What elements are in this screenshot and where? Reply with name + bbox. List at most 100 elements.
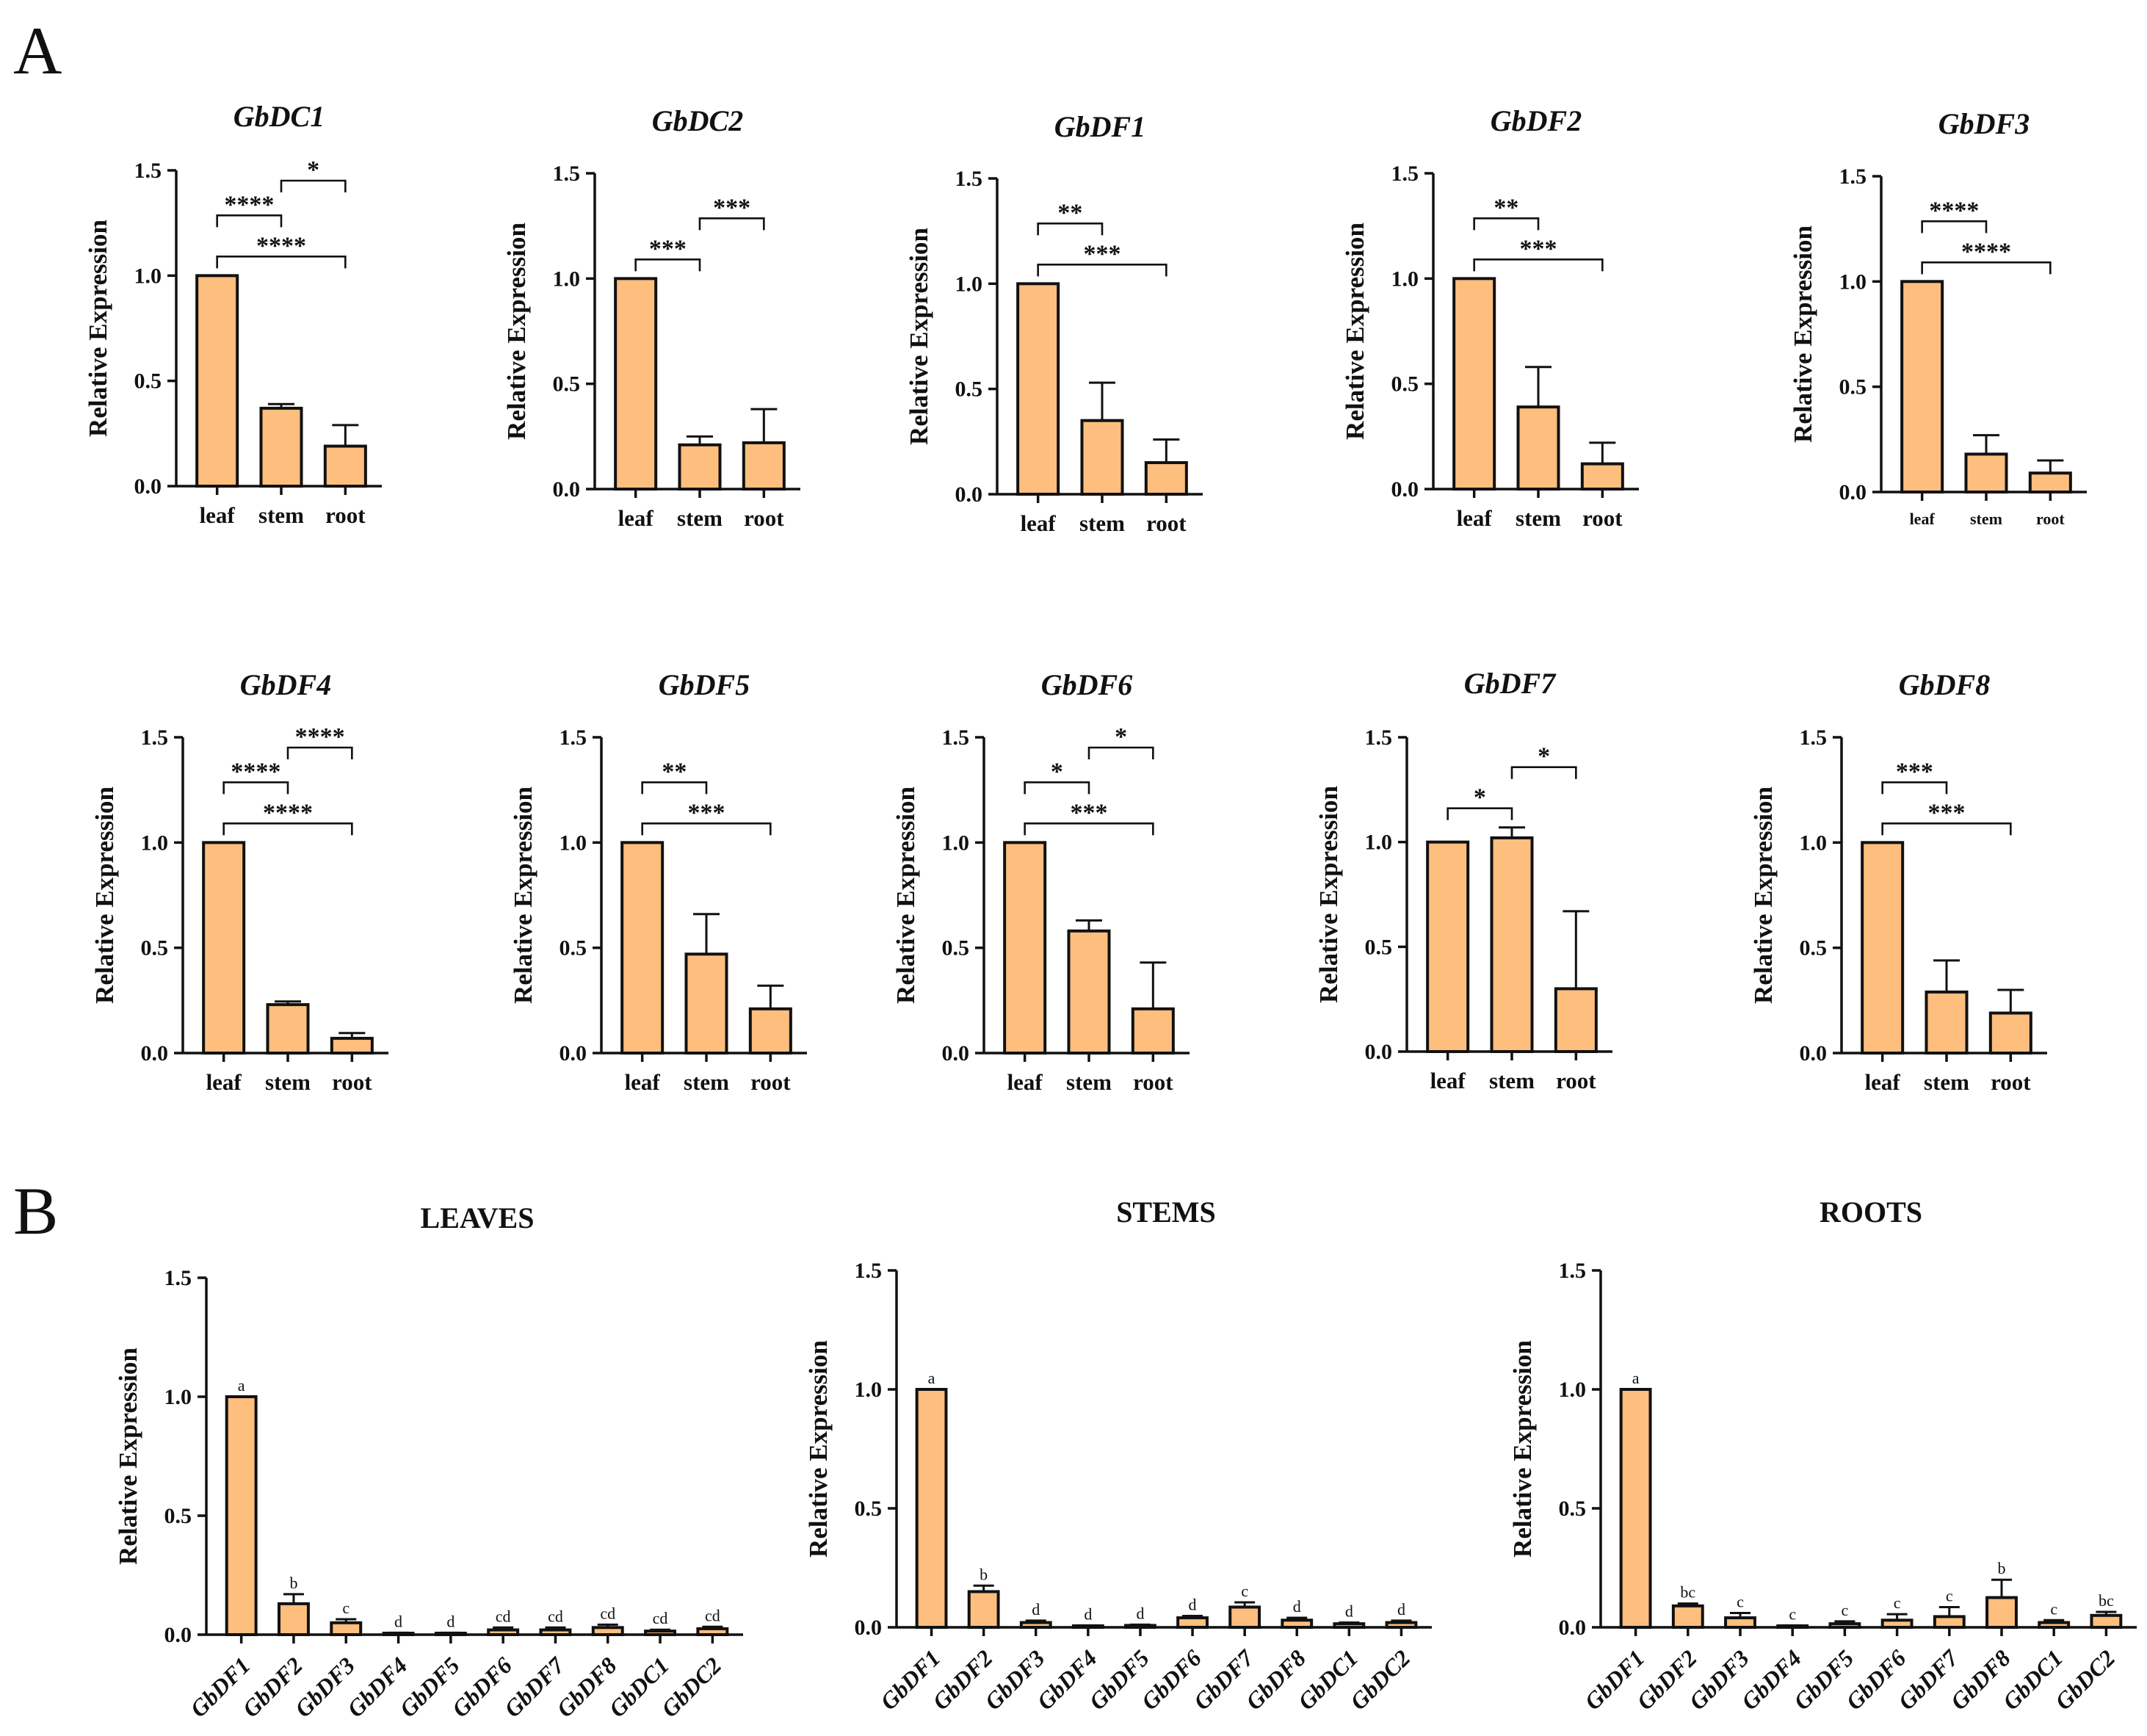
- y-tick-label: 1.0: [134, 264, 162, 288]
- significance-letter: d: [446, 1612, 455, 1630]
- chart-title: GbDF1: [1054, 110, 1145, 143]
- y-tick-label: 1.0: [553, 267, 581, 291]
- bar: [1861, 841, 1905, 1055]
- bar: [259, 406, 303, 488]
- chart-title: LEAVES: [421, 1201, 535, 1234]
- significance-label: ****: [231, 758, 280, 785]
- bar: [1988, 1011, 2032, 1055]
- y-axis-label: Relative Expression: [509, 786, 537, 1004]
- bar: [539, 1628, 572, 1637]
- x-tick-label: root: [332, 1069, 372, 1095]
- x-tick-label: root: [2036, 510, 2065, 528]
- x-tick-label: stem: [1079, 510, 1125, 536]
- x-tick-label: GbDC2: [1345, 1644, 1416, 1715]
- significance-bracket: [222, 781, 289, 795]
- significance-letter: b: [289, 1574, 297, 1592]
- y-tick-label: 1.0: [955, 272, 983, 296]
- y-tick-label: 0.5: [855, 1497, 883, 1521]
- x-tick-label: stem: [1924, 1069, 1969, 1095]
- chart-gbdf4: GbDF4 Relative Expression 0.0 0.5 1.0 1.5 leaf…: [90, 668, 388, 1095]
- significance-letter: a: [238, 1376, 245, 1395]
- bar: [696, 1627, 729, 1636]
- y-tick-label: 0.0: [553, 477, 581, 502]
- bar: [277, 1602, 310, 1636]
- y-tick-label: 1.5: [141, 726, 169, 750]
- y-tick-label: 1.0: [1839, 270, 1867, 294]
- bar: [1144, 461, 1188, 496]
- significance-label: **: [662, 758, 687, 785]
- x-tick-label: stem: [677, 505, 723, 531]
- x-tick-label: leaf: [1457, 505, 1493, 531]
- bar: [1080, 419, 1124, 496]
- bar: [2090, 1613, 2123, 1630]
- significance-letter: cd: [548, 1607, 563, 1625]
- x-tick-label: root: [1556, 1068, 1596, 1093]
- bar: [330, 1621, 363, 1637]
- significance-bracket: [1473, 217, 1540, 231]
- chart-title: GbDF8: [1899, 668, 1990, 701]
- y-tick-label: 0.0: [1839, 480, 1867, 504]
- y-tick-label: 0.0: [955, 482, 983, 507]
- significance-letter: d: [1032, 1600, 1040, 1619]
- y-tick-label: 0.5: [942, 936, 970, 961]
- significance-letter: bc: [1680, 1583, 1695, 1602]
- bar: [225, 1395, 258, 1636]
- bar: [1724, 1616, 1756, 1630]
- significance-label: ****: [1961, 238, 2011, 265]
- y-tick-label: 0.5: [1391, 372, 1419, 397]
- bar: [195, 274, 239, 488]
- y-axis-label: Relative Expression: [804, 1340, 833, 1558]
- y-tick-label: 1.5: [560, 726, 587, 750]
- bar: [678, 443, 722, 491]
- x-tick-label: leaf: [200, 502, 236, 528]
- significance-label: ***: [1896, 758, 1933, 785]
- y-tick-label: 1.0: [855, 1378, 883, 1402]
- significance-letter: d: [1136, 1604, 1144, 1622]
- y-tick-label: 1.5: [1800, 726, 1828, 750]
- y-tick-label: 1.5: [1559, 1259, 1587, 1283]
- x-tick-label: stem: [1970, 510, 2002, 528]
- bar: [1580, 462, 1624, 491]
- significance-letter: bc: [2099, 1591, 2114, 1610]
- y-axis-label: Relative Expression: [1749, 786, 1778, 1004]
- y-axis-label: Relative Expression: [1789, 225, 1817, 443]
- y-tick-label: 0.0: [141, 1041, 169, 1066]
- y-axis-label: Relative Expression: [114, 1348, 142, 1565]
- y-tick-label: 0.0: [1800, 1041, 1828, 1066]
- significance-letter: c: [2050, 1599, 2057, 1618]
- bar: [1925, 990, 1969, 1055]
- significance-letter: d: [394, 1612, 402, 1630]
- x-tick-label: root: [744, 505, 784, 531]
- y-tick-label: 1.5: [164, 1266, 192, 1290]
- bar: [1964, 452, 2008, 494]
- chart-gbdf5: GbDF5 Relative Expression 0.0 0.5 1.0 1.5 leaf…: [509, 668, 807, 1095]
- y-tick-label: 0.0: [1391, 477, 1419, 502]
- significance-label: ****: [263, 799, 313, 826]
- significance-bracket: [698, 217, 765, 231]
- significance-label: ****: [1929, 197, 1979, 224]
- y-tick-label: 1.5: [1365, 726, 1393, 750]
- bar: [330, 1036, 374, 1055]
- bar: [487, 1628, 520, 1637]
- significance-label: ***: [688, 799, 725, 826]
- significance-label: ***: [1520, 235, 1557, 262]
- significance-letter: c: [1946, 1586, 1953, 1605]
- significance-bracket: [286, 746, 353, 759]
- y-tick-label: 1.0: [1559, 1378, 1587, 1402]
- significance-letter: d: [1189, 1595, 1197, 1613]
- chart-title: STEMS: [1116, 1196, 1216, 1229]
- y-tick-label: 0.5: [141, 936, 169, 961]
- bar: [620, 841, 665, 1055]
- bar: [1490, 836, 1534, 1053]
- significance-label: *: [307, 156, 319, 184]
- y-axis-label: Relative Expression: [905, 228, 933, 445]
- y-tick-label: 0.0: [1365, 1040, 1393, 1064]
- bar: [1933, 1615, 1966, 1629]
- bar: [1828, 1622, 1861, 1629]
- significance-letter: a: [928, 1369, 935, 1387]
- x-tick-label: leaf: [1021, 510, 1057, 536]
- x-tick-label: stem: [1516, 505, 1561, 531]
- bar: [1452, 277, 1496, 491]
